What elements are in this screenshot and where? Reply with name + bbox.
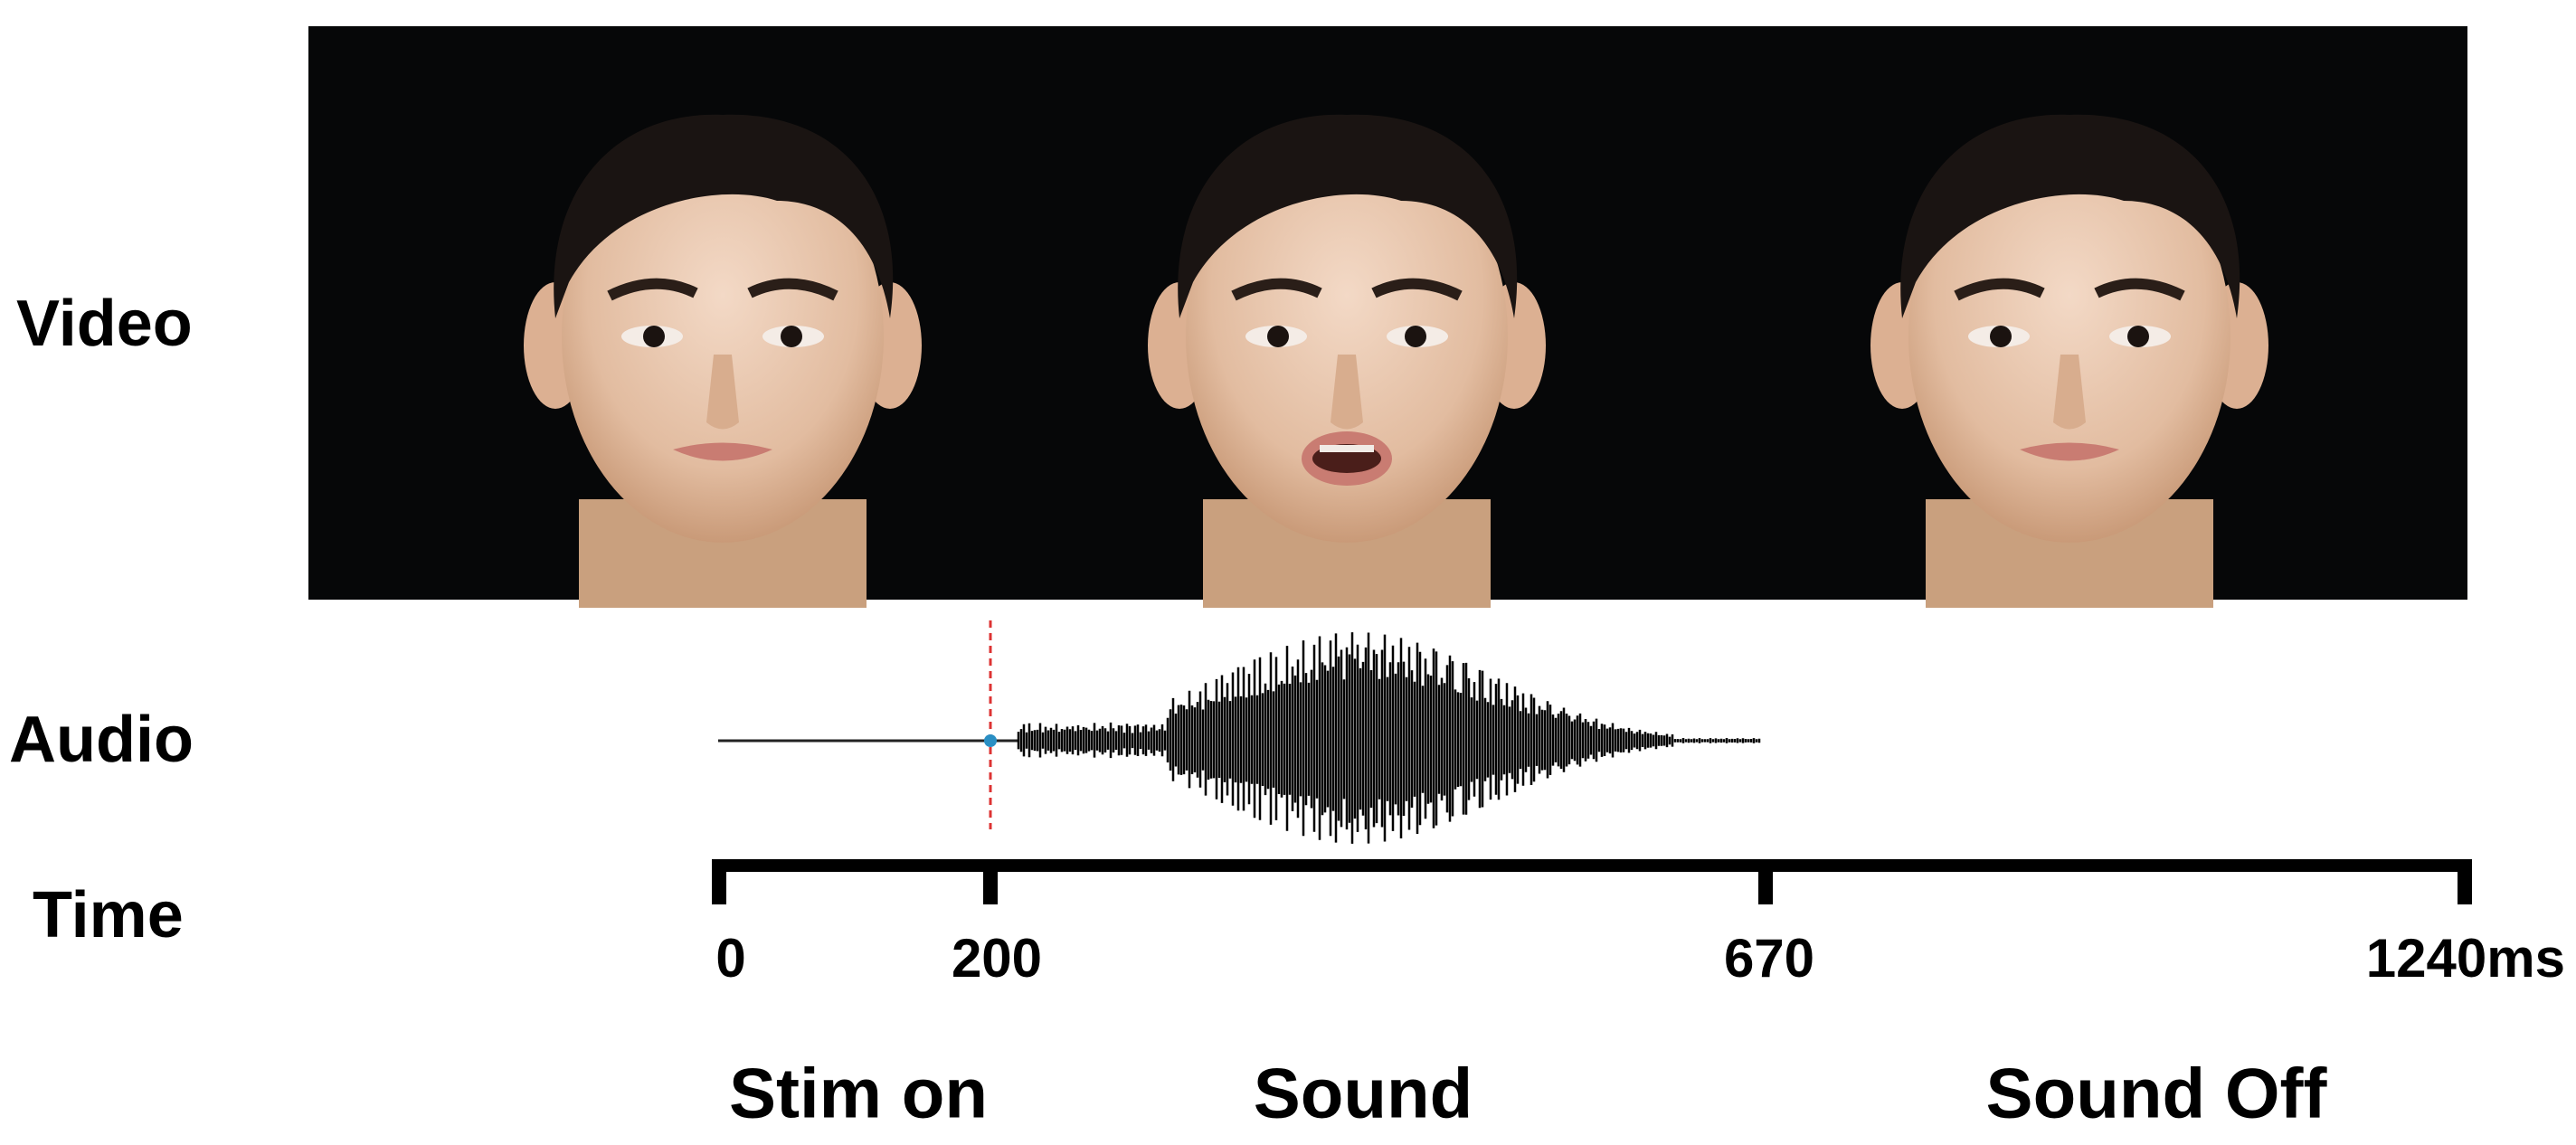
row-label: Audio (9, 704, 194, 776)
waveform (1017, 632, 1761, 844)
event-label: Sound (1254, 1054, 1473, 1133)
time-axis (712, 859, 2472, 904)
audio-waveform (718, 620, 1761, 844)
video-strip (308, 26, 2467, 608)
tick-label: 200 (952, 928, 1042, 989)
tick-label: 1240ms (2366, 928, 2565, 989)
tick-label: 670 (1724, 928, 1814, 989)
row-label: Video (16, 288, 193, 360)
row-label: Time (33, 879, 184, 951)
tick-label: 0 (715, 928, 745, 989)
event-label: Sound Off (1986, 1054, 2328, 1133)
event-label: Stim on (729, 1054, 988, 1133)
